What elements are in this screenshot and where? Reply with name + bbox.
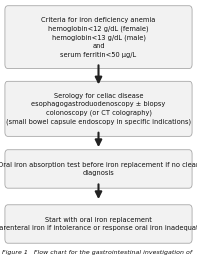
- Text: Start with oral iron replacement
parenteral iron if intolerance or response oral: Start with oral iron replacement parente…: [0, 217, 197, 231]
- FancyBboxPatch shape: [5, 150, 192, 188]
- FancyBboxPatch shape: [5, 205, 192, 243]
- Text: Criteria for iron deficiency anemia
hemoglobin<12 g/dL (female)
hemoglobin<13 g/: Criteria for iron deficiency anemia hemo…: [41, 17, 156, 58]
- FancyBboxPatch shape: [5, 81, 192, 136]
- Text: Serology for celiac disease
esophagogastroduodenoscopy ± biopsy
colonoscopy (or : Serology for celiac disease esophagogast…: [6, 93, 191, 125]
- Text: Oral iron absorption test before iron replacement if no clear
diagnosis: Oral iron absorption test before iron re…: [0, 162, 197, 176]
- Text: Figure 1   Flow chart for the gastrointestinal investigation of: Figure 1 Flow chart for the gastrointest…: [2, 250, 192, 255]
- FancyBboxPatch shape: [5, 6, 192, 69]
